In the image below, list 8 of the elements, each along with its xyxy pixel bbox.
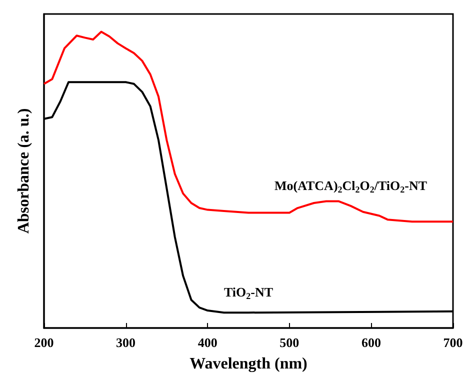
x-tick-label: 500 xyxy=(280,335,300,350)
x-tick-label: 200 xyxy=(34,335,54,350)
x-tick-label: 400 xyxy=(198,335,218,350)
x-tick-label: 700 xyxy=(443,335,463,350)
x-tick-label: 300 xyxy=(116,335,136,350)
y-axis-title: Absorbance (a. u.) xyxy=(16,108,32,234)
x-tick-label: 600 xyxy=(361,335,381,350)
x-axis-title: Wavelength (nm) xyxy=(190,356,308,372)
